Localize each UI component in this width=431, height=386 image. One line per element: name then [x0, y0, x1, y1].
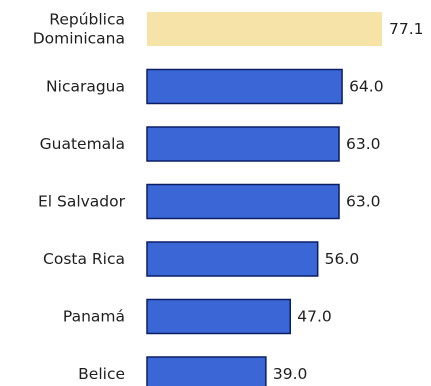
category-label-nicaragua: Nicaragua — [46, 78, 125, 96]
bar-guatemala — [146, 126, 340, 162]
value-label-panama: 47.0 — [297, 308, 332, 326]
category-label-republica-dominicana: República Dominicana — [33, 11, 125, 48]
value-labels-layer: 77.1 64.0 63.0 63.0 56.0 47.0 39.0 — [273, 20, 424, 383]
bar-panama — [146, 298, 292, 335]
category-label-belice: Belice — [78, 365, 125, 383]
category-label-el-salvador: El Salvador — [38, 193, 126, 211]
category-label-panama: Panamá — [63, 308, 125, 326]
bar-el-salvador — [146, 183, 340, 220]
bar-nicaragua — [146, 68, 343, 105]
bar-belice — [146, 356, 267, 386]
category-label-costa-rica: Costa Rica — [43, 250, 125, 268]
value-label-belice: 39.0 — [273, 365, 308, 383]
category-label-guatemala: Guatemala — [40, 135, 125, 153]
bar-republica-dominicana — [147, 12, 382, 46]
value-label-guatemala: 63.0 — [346, 135, 381, 153]
value-label-nicaragua: 64.0 — [349, 78, 384, 96]
bars-layer — [146, 12, 382, 386]
value-label-el-salvador: 63.0 — [346, 193, 381, 211]
bar-costa-rica — [146, 241, 319, 277]
value-label-costa-rica: 56.0 — [325, 250, 360, 268]
value-label-republica-dominicana: 77.1 — [389, 20, 424, 38]
category-labels-layer: República Dominicana Nicaragua Guatemala El … — [33, 11, 126, 384]
